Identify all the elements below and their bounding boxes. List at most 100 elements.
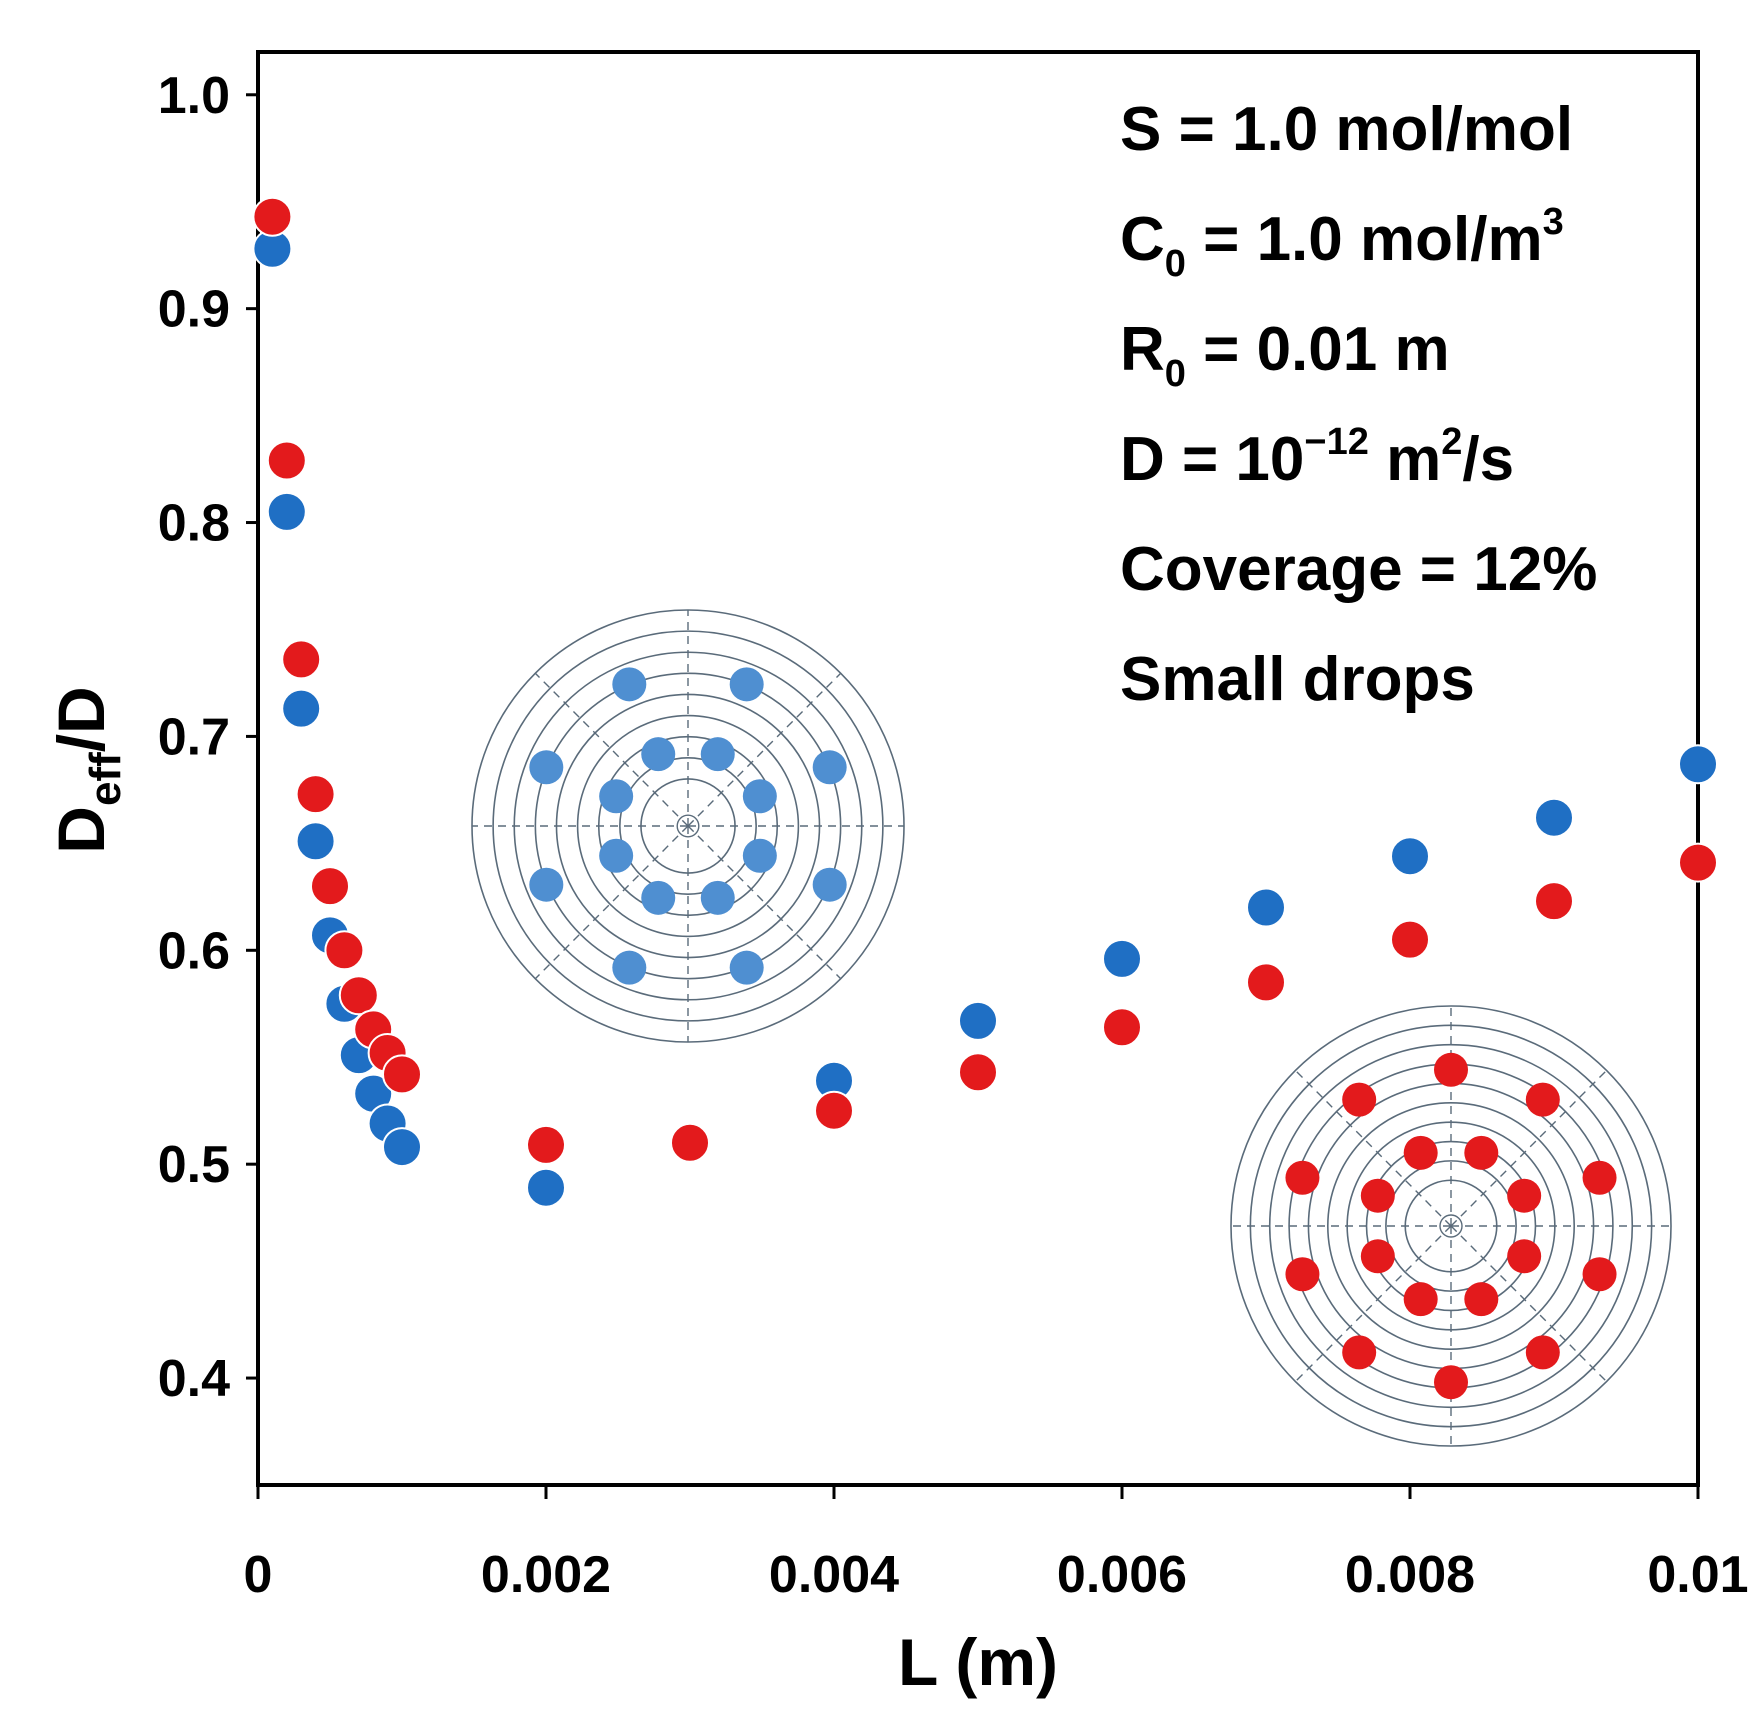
data-point-red	[1534, 881, 1574, 922]
data-points	[252, 196, 1718, 1208]
annotation-drops: Small drops	[1120, 645, 1475, 714]
x-tick-label: 0.006	[1057, 1546, 1187, 1604]
inset-drop	[729, 667, 764, 702]
inset-drop	[1403, 1282, 1438, 1317]
x-tick-label: 0.008	[1345, 1546, 1475, 1604]
x-axis-title: L (m)	[898, 1625, 1058, 1699]
inset-drop	[1525, 1082, 1560, 1117]
inset-drop	[1285, 1257, 1320, 1292]
y-tick-label: 0.4	[158, 1350, 230, 1408]
y-tick-label: 0.8	[158, 495, 230, 553]
inset-drop	[729, 950, 764, 985]
inset-drop	[742, 779, 777, 814]
inset-drop	[1582, 1257, 1617, 1292]
series-red	[252, 196, 1718, 1165]
data-point-red	[382, 1054, 422, 1095]
inset-drop	[1464, 1282, 1499, 1317]
inset-ring	[1268, 1043, 1634, 1409]
x-tick-label: 0	[244, 1546, 273, 1604]
annotation-d: D = 10−12 m2/s	[1120, 421, 1514, 494]
inset-drop	[529, 750, 564, 785]
inset-drop	[700, 880, 735, 915]
inset-drop	[1403, 1135, 1438, 1170]
x-tick-label: 0.004	[769, 1546, 899, 1604]
data-point-red	[338, 975, 379, 1016]
data-point-blue	[526, 1167, 566, 1208]
data-point-red	[526, 1124, 566, 1165]
inset-drop	[641, 880, 676, 915]
inset-drop	[1507, 1239, 1542, 1274]
data-point-red	[295, 774, 336, 815]
inset-drop	[1342, 1082, 1377, 1117]
inset-radial-line	[1450, 1069, 1608, 1227]
data-point-blue	[1390, 836, 1430, 877]
inset-drop	[529, 867, 564, 902]
inset-drop	[1525, 1335, 1560, 1370]
inset-drop	[1464, 1135, 1499, 1170]
data-point-blue	[281, 688, 322, 729]
data-point-red	[814, 1090, 854, 1131]
red-inset	[1230, 1005, 1672, 1447]
y-tick-label: 0.7	[158, 708, 230, 766]
inset-drop	[1582, 1160, 1617, 1195]
y-tick-label: 1.0	[158, 67, 230, 125]
inset-ring	[1327, 1102, 1576, 1351]
data-point-blue	[1678, 744, 1718, 785]
inset-drop	[1360, 1178, 1395, 1213]
inset-center	[676, 814, 700, 838]
data-point-red	[1246, 962, 1286, 1003]
inset-drop	[641, 737, 676, 772]
inset-drop	[742, 838, 777, 873]
inset-ring	[1385, 1160, 1517, 1292]
y-axis-title: Deff/D	[44, 686, 130, 853]
data-point-red	[1390, 919, 1430, 960]
annotation-r0: R0 = 0.01 m	[1120, 315, 1450, 395]
inset-radial-line	[1450, 1225, 1608, 1383]
inset-drop	[812, 750, 847, 785]
y-tick-label: 0.5	[158, 1136, 230, 1194]
inset-ring	[576, 714, 800, 938]
data-point-blue	[1246, 887, 1286, 928]
inset-drop	[812, 867, 847, 902]
inset-drop	[1434, 1365, 1468, 1400]
annotation-coverage: Coverage = 12%	[1120, 535, 1597, 604]
inset-drop	[599, 838, 634, 873]
data-point-blue	[958, 1000, 998, 1041]
data-point-red	[266, 440, 307, 481]
data-point-red	[310, 866, 350, 907]
inset-drop	[1360, 1239, 1395, 1274]
inset-ring	[492, 630, 884, 1022]
inset-drop	[1285, 1160, 1320, 1195]
x-tick-label: 0.002	[481, 1546, 611, 1604]
inset-drop	[1434, 1052, 1468, 1087]
inset-radial-line	[534, 825, 689, 980]
data-point-red	[252, 196, 293, 237]
y-tick-label: 0.9	[158, 281, 230, 339]
data-point-red	[670, 1122, 710, 1163]
inset-drop	[1342, 1335, 1377, 1370]
annotation-c0: C0 = 1.0 mol/m3	[1120, 201, 1564, 285]
insets	[471, 609, 1672, 1447]
inset-center	[1439, 1214, 1463, 1238]
chart-labels: 0.4 0.5 0.6 0.7 0.8 0.9 1.0 0 0.002 0.004 0.006 0.0…	[44, 67, 1749, 1699]
blue-inset	[471, 609, 905, 1043]
inset-drop	[612, 950, 647, 985]
inset-radial-line	[687, 672, 842, 827]
data-point-blue	[295, 821, 336, 862]
inset-drop	[612, 667, 647, 702]
inset-radial-line	[687, 825, 842, 980]
y-tick-label: 0.6	[158, 922, 230, 980]
data-point-blue	[266, 491, 307, 532]
inset-ring	[1230, 1005, 1672, 1447]
inset-drop	[1507, 1178, 1542, 1213]
data-point-red	[1102, 1007, 1142, 1048]
inset-radial-line	[1294, 1225, 1452, 1383]
data-point-red	[1678, 842, 1718, 883]
x-tick-label: 0.01	[1647, 1546, 1748, 1604]
annotation-s: S = 1.0 mol/mol	[1120, 95, 1573, 164]
inset-ring	[619, 757, 757, 895]
inset-drop	[700, 737, 735, 772]
data-point-red	[324, 930, 365, 971]
data-point-red	[958, 1052, 998, 1093]
